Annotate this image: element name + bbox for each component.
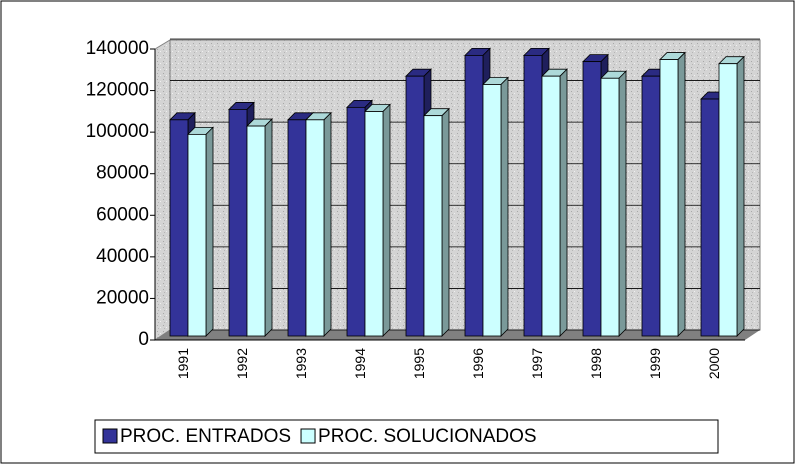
bar-side xyxy=(323,111,332,337)
bar-side xyxy=(500,76,509,337)
bar xyxy=(700,98,720,337)
legend-label: PROC. ENTRADOS xyxy=(120,426,291,447)
x-tick-label: 1997 xyxy=(529,348,545,379)
y-tick-label: 60000 xyxy=(96,204,149,225)
y-tick-label: 100000 xyxy=(86,121,149,142)
bar-side xyxy=(382,103,391,337)
bar-side xyxy=(677,51,686,337)
bar xyxy=(600,77,620,337)
bar-side xyxy=(264,118,273,337)
bar-side xyxy=(736,55,745,337)
x-tick-label: 1996 xyxy=(470,348,486,379)
x-tick-label: 1995 xyxy=(411,348,427,379)
x-tick-label: 1992 xyxy=(234,348,250,379)
legend xyxy=(94,419,719,454)
bar xyxy=(482,84,502,337)
bar xyxy=(582,61,602,337)
x-tick-label: 2000 xyxy=(706,348,722,379)
bar xyxy=(169,119,189,337)
x-tick-label: 1999 xyxy=(647,348,663,379)
y-tick-label: 20000 xyxy=(96,287,149,308)
x-tick-label: 1991 xyxy=(175,348,191,379)
bar xyxy=(523,54,543,337)
bar xyxy=(305,119,325,337)
bar xyxy=(228,109,248,337)
bar xyxy=(405,75,425,337)
legend-swatch xyxy=(102,428,118,444)
bar xyxy=(246,125,266,337)
bar xyxy=(464,54,484,337)
legend-label: PROC. SOLUCIONADOS xyxy=(318,426,537,447)
y-tick-label: 80000 xyxy=(96,163,149,184)
bar xyxy=(659,59,679,337)
bar xyxy=(346,106,366,337)
bar-side xyxy=(618,70,627,337)
y-tick-label: 0 xyxy=(138,329,149,350)
bar xyxy=(187,133,207,337)
x-tick-label: 1998 xyxy=(588,348,604,379)
bar-side xyxy=(205,126,214,337)
bar xyxy=(541,75,561,337)
x-tick-label: 1993 xyxy=(293,348,309,379)
bar-side xyxy=(559,68,568,337)
bar-side xyxy=(441,107,450,337)
bar xyxy=(287,119,307,337)
y-tick-label: 40000 xyxy=(96,246,149,267)
bar xyxy=(364,111,384,337)
side-wall xyxy=(154,39,171,341)
bar xyxy=(423,115,443,337)
bar xyxy=(718,63,738,337)
bar xyxy=(641,75,661,337)
y-tick-label: 140000 xyxy=(86,38,149,59)
y-tick-label: 120000 xyxy=(86,80,149,101)
legend-swatch xyxy=(300,428,316,444)
x-tick-label: 1994 xyxy=(352,348,368,379)
